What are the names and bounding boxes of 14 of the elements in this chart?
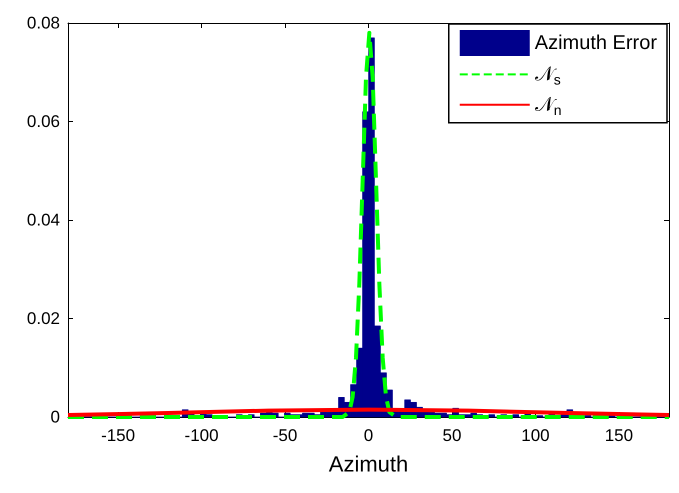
x-tick-label: -100 — [184, 426, 219, 445]
y-tick-label: 0.02 — [26, 309, 60, 328]
y-tick-label: 0.06 — [26, 112, 60, 131]
legend-label: Azimuth Error — [534, 32, 658, 54]
x-tick-label: -50 — [272, 426, 298, 445]
x-tick-label: 100 — [521, 426, 550, 445]
y-tick-label: 0 — [50, 408, 60, 426]
x-tick-label: 0 — [364, 426, 374, 445]
x-tick-label: 50 — [442, 426, 462, 445]
y-tick-label: 0.08 — [26, 14, 60, 32]
x-tick-label: -150 — [101, 426, 136, 445]
x-tick-label: 150 — [604, 426, 634, 445]
y-tick-label: 0.04 — [26, 210, 60, 230]
x-axis-title: Azimuth — [328, 452, 408, 476]
